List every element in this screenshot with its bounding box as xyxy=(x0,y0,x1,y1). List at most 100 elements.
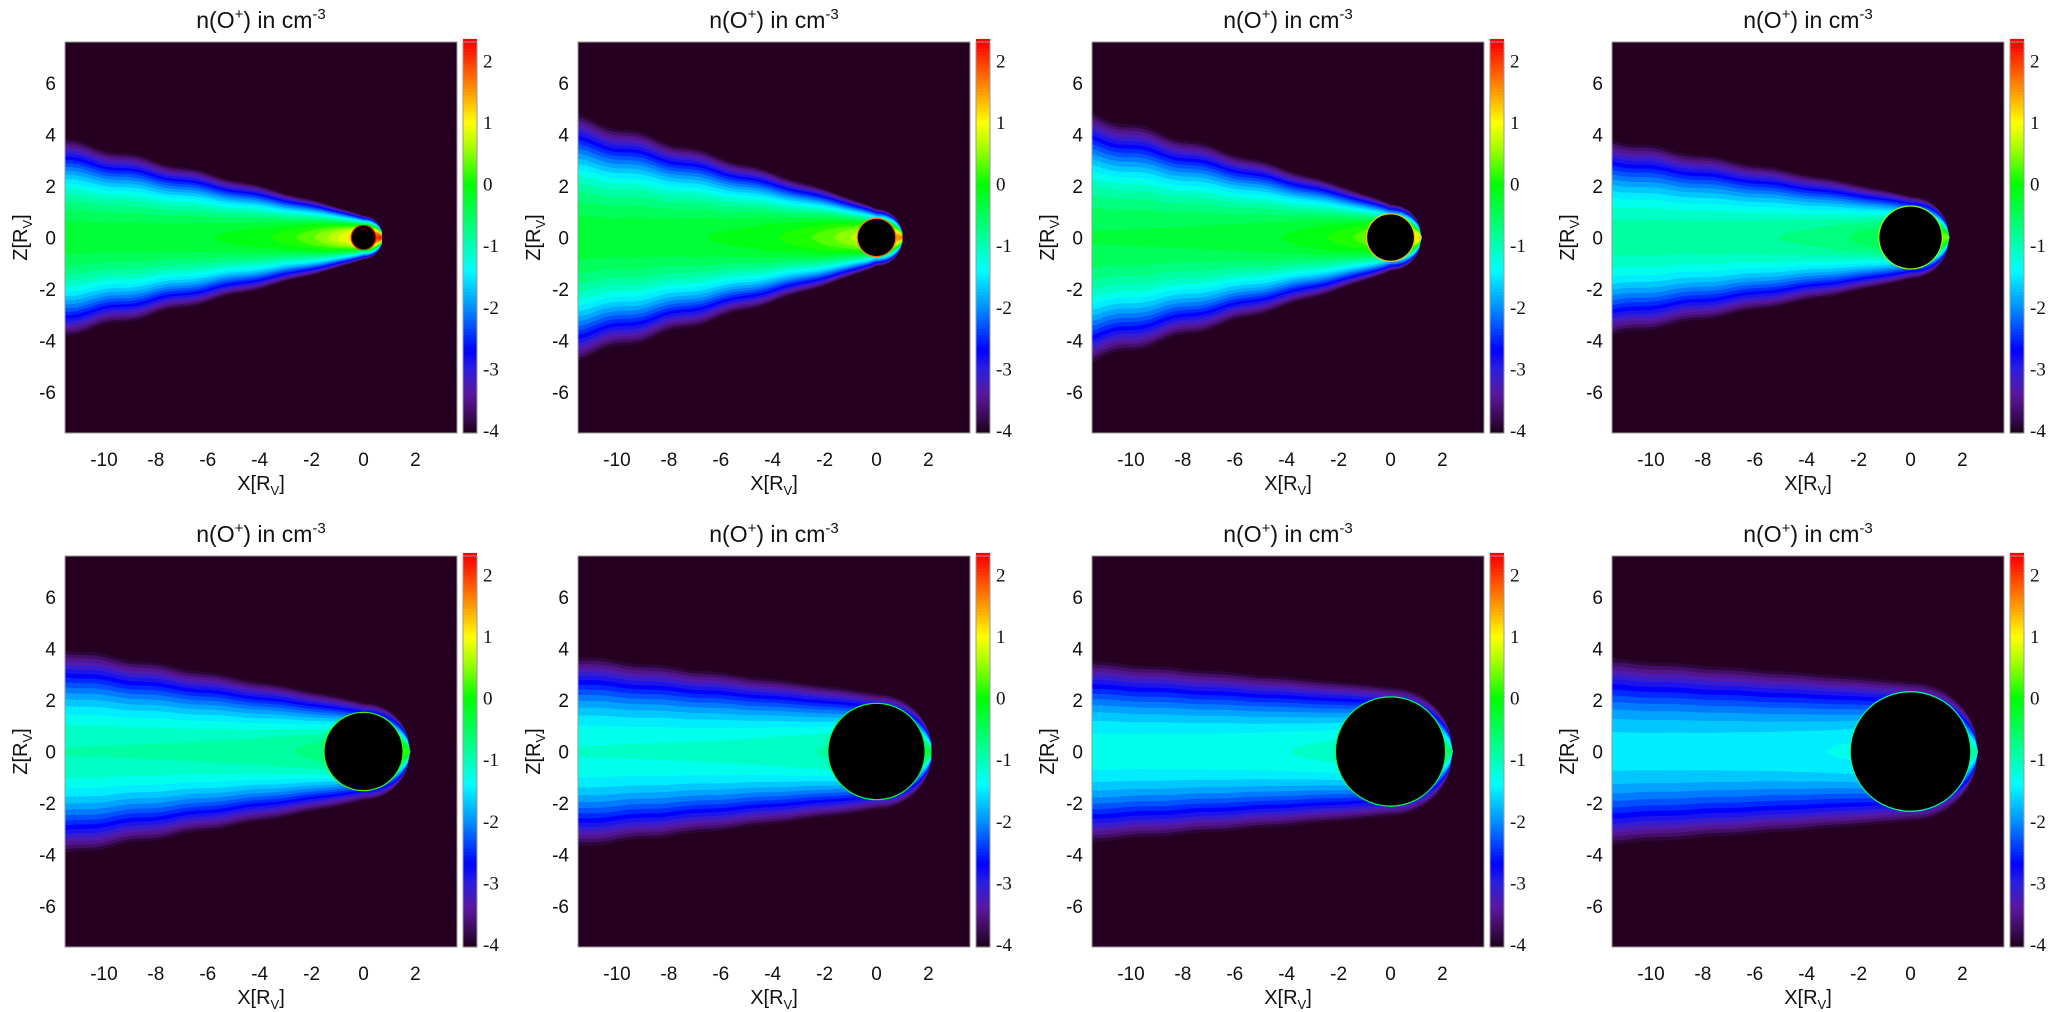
colorbar-segment xyxy=(463,205,477,209)
y-axis-label: Z[RV] xyxy=(1557,728,1582,774)
colorbar-segment xyxy=(2010,793,2024,797)
colorbar-frame xyxy=(975,41,991,434)
colorbar-segment xyxy=(463,63,477,68)
colorbar-segment xyxy=(463,700,477,705)
colorbar-segment xyxy=(2010,830,2024,834)
x-tick-label: -8 xyxy=(660,450,677,471)
colorbar-segment xyxy=(2010,614,2024,619)
colorbar-segment xyxy=(2010,109,2024,114)
colorbar-segment xyxy=(463,870,477,874)
colorbar-segment xyxy=(463,91,477,95)
colorbar-segment xyxy=(976,291,990,296)
colorbar-segment xyxy=(2010,180,2024,185)
x-tick-label: -6 xyxy=(199,964,216,985)
colorbar-segment xyxy=(976,337,990,342)
colorbar-segment xyxy=(463,85,477,89)
colorbar-segment xyxy=(2010,362,2024,366)
colorbar-segment xyxy=(2010,386,2024,391)
panel-title: n(O+) in cm-3 xyxy=(196,520,325,547)
colorbar-segment xyxy=(2010,762,2024,766)
colorbar-segment xyxy=(976,417,990,422)
title-part: + xyxy=(1782,6,1791,23)
colorbar-segment xyxy=(976,159,990,163)
colorbar-segment xyxy=(463,186,477,191)
planet-obstacle xyxy=(1850,692,1971,811)
x-tick-label: 2 xyxy=(410,964,421,985)
colorbar-segment xyxy=(976,205,990,209)
colorbar-segment xyxy=(463,746,477,751)
colorbar-segment xyxy=(2010,777,2024,782)
x-tick-label: -6 xyxy=(1746,450,1763,471)
colorbar-segment xyxy=(1490,189,1504,194)
colorbar-segment xyxy=(463,857,477,862)
label-part: Z[R xyxy=(1037,229,1059,261)
colorbar-segment xyxy=(1490,362,1504,366)
colorbar-segment xyxy=(2010,753,2024,757)
colorbar-segment xyxy=(2010,873,2024,877)
colorbar-segment xyxy=(976,676,990,680)
colorbar-segment xyxy=(1490,574,1504,579)
contour-band xyxy=(578,223,903,252)
label-part: ] xyxy=(523,728,545,734)
colorbar-segment xyxy=(2010,857,2024,862)
colorbar-segment xyxy=(976,774,990,779)
colorbar-segment xyxy=(463,916,477,920)
y-tick-label: 0 xyxy=(45,229,56,250)
colorbar-segment xyxy=(463,728,477,733)
colorbar-segment xyxy=(463,152,477,157)
label-part: ] xyxy=(1557,214,1579,220)
colorbar-segment xyxy=(976,236,990,240)
colorbar-segment xyxy=(1490,303,1504,308)
colorbar-segment xyxy=(463,399,477,403)
colorbar-segment xyxy=(976,399,990,403)
colorbar-segment xyxy=(976,799,990,803)
x-tick-label: 2 xyxy=(1957,450,1968,471)
colorbar-segment xyxy=(2010,97,2024,102)
colorbar-tick-label: -4 xyxy=(1510,935,1526,956)
colorbar-segment xyxy=(1490,334,1504,339)
colorbar-segment xyxy=(463,294,477,299)
colorbar-segment xyxy=(463,596,477,600)
colorbar-segment xyxy=(463,814,477,819)
colorbar-segment xyxy=(2010,63,2024,68)
colorbar-tick-label: 1 xyxy=(1510,627,1520,648)
label-part: Z[R xyxy=(1557,743,1579,775)
colorbar-tick-label: 2 xyxy=(1510,51,1520,72)
colorbar-segment xyxy=(2010,414,2024,419)
contour-band xyxy=(578,225,903,250)
title-part: ) in cm xyxy=(1790,7,1859,33)
colorbar-segment xyxy=(463,54,477,58)
colorbar-segment xyxy=(976,611,990,616)
colorbar-tick-label: 1 xyxy=(996,113,1006,134)
colorbar-segment xyxy=(1490,562,1504,566)
label-subscript: V xyxy=(1567,220,1582,229)
colorbar-segment xyxy=(463,146,477,151)
colorbar-segment xyxy=(976,740,990,745)
colorbar: -4 -3 -2 -1 0 1 2 xyxy=(1489,552,1526,956)
colorbar-segment xyxy=(1490,709,1504,714)
colorbar-segment xyxy=(976,888,990,893)
colorbar-segment xyxy=(2010,319,2024,323)
colorbar-segment xyxy=(976,719,990,723)
colorbar-segment xyxy=(1490,617,1504,622)
colorbar-tick-label: -4 xyxy=(1510,421,1526,442)
colorbar-segment xyxy=(463,389,477,394)
colorbar-segment xyxy=(2010,577,2024,582)
colorbar-segment xyxy=(2010,82,2024,86)
colorbar-segment xyxy=(2010,934,2024,939)
colorbar-segment xyxy=(1490,229,1504,234)
colorbar-segment xyxy=(2010,54,2024,58)
colorbar-segment xyxy=(463,768,477,773)
colorbar-segment xyxy=(463,51,477,55)
colorbar-tick-label: -2 xyxy=(996,812,1012,833)
colorbar-segment xyxy=(976,109,990,114)
colorbar-segment xyxy=(976,380,990,385)
x-tick-label: -4 xyxy=(251,450,268,471)
colorbar-segment xyxy=(1490,248,1504,252)
x-tick-label: -10 xyxy=(1637,964,1664,985)
colorbar-segment xyxy=(2010,642,2024,646)
colorbar-segment xyxy=(976,125,990,129)
colorbar-segment xyxy=(2010,900,2024,905)
x-axis-label: X[RV] xyxy=(237,473,285,498)
colorbar-tick-label: -1 xyxy=(1510,236,1526,257)
